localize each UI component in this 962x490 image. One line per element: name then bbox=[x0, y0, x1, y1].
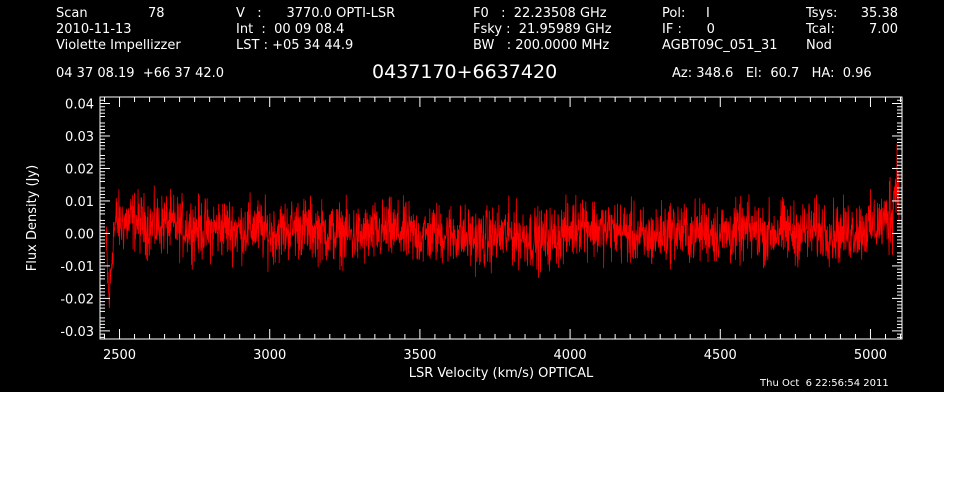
switching-mode: Nod bbox=[806, 38, 832, 53]
x-tick-label: 4000 bbox=[554, 348, 587, 363]
integration-time: Int : 00 09 08.4 bbox=[236, 22, 345, 37]
sky-frequency: Fsky : 21.95989 GHz bbox=[473, 22, 612, 37]
spectrum-trace-layer bbox=[105, 143, 900, 309]
plot-frame bbox=[99, 96, 903, 340]
lst-info: LST : +05 34 44.9 bbox=[236, 38, 354, 53]
spectrum-chart: 2500 3000 3500 4000 4500 5000 -0.03 -0.02 -0.01 0… bbox=[25, 96, 903, 381]
x-tick-label: 3000 bbox=[253, 348, 286, 363]
observer-name: Violette Impellizzer bbox=[56, 38, 181, 53]
x-tick-label: 4500 bbox=[704, 348, 737, 363]
bandwidth: BW : 200.0000 MHz bbox=[473, 38, 610, 53]
spectrum-trace bbox=[105, 143, 900, 309]
plot-panel: 2500 3000 3500 4000 4500 5000 -0.03 -0.02 -0.01 0… bbox=[0, 0, 944, 392]
rest-frequency: F0 : 22.23508 GHz bbox=[473, 6, 607, 21]
source-name: 0437170+6637420 bbox=[372, 61, 558, 83]
tcal-label: Tcal: bbox=[806, 22, 835, 37]
project-id: AGBT09C_051_31 bbox=[662, 38, 778, 53]
x-axis-label: LSR Velocity (km/s) OPTICAL bbox=[409, 366, 594, 381]
timestamp: Thu Oct 6 22:56:54 2011 bbox=[760, 378, 889, 389]
y-tick-label: 0.03 bbox=[65, 130, 94, 145]
velocity-info: V : 3770.0 OPTI-LSR bbox=[236, 6, 396, 21]
x-tick-label: 2500 bbox=[103, 348, 136, 363]
az-el-ha: Az: 348.6 El: 60.7 HA: 0.96 bbox=[672, 66, 872, 81]
y-tick-label: -0.02 bbox=[60, 292, 94, 307]
y-tick-label: 0.02 bbox=[65, 162, 94, 177]
x-tick-label: 3500 bbox=[403, 348, 436, 363]
y-axis-label: Flux Density (Jy) bbox=[25, 165, 40, 271]
y-tick-label: -0.03 bbox=[60, 325, 94, 340]
observation-date: 2010-11-13 bbox=[56, 22, 132, 37]
axis-layer: 2500 3000 3500 4000 4500 5000 -0.03 -0.02 -0.01 0… bbox=[25, 96, 903, 381]
tcal-value: 7.00 bbox=[869, 22, 898, 37]
polarization: Pol: I bbox=[662, 6, 710, 21]
source-coordinates: 04 37 08.19 +66 37 42.0 bbox=[56, 66, 225, 81]
scan-number: 78 bbox=[148, 6, 165, 21]
if-number: IF : 0 bbox=[662, 22, 715, 37]
tsys-value: 35.38 bbox=[860, 6, 898, 21]
x-tick-label: 5000 bbox=[854, 348, 887, 363]
scan-label: Scan bbox=[56, 6, 88, 21]
y-tick-label: -0.01 bbox=[60, 260, 94, 275]
y-tick-label: 0.00 bbox=[65, 227, 94, 242]
y-tick-label: 0.01 bbox=[65, 195, 94, 210]
y-tick-label: 0.04 bbox=[65, 97, 94, 112]
tsys-label: Tsys: bbox=[806, 6, 838, 21]
